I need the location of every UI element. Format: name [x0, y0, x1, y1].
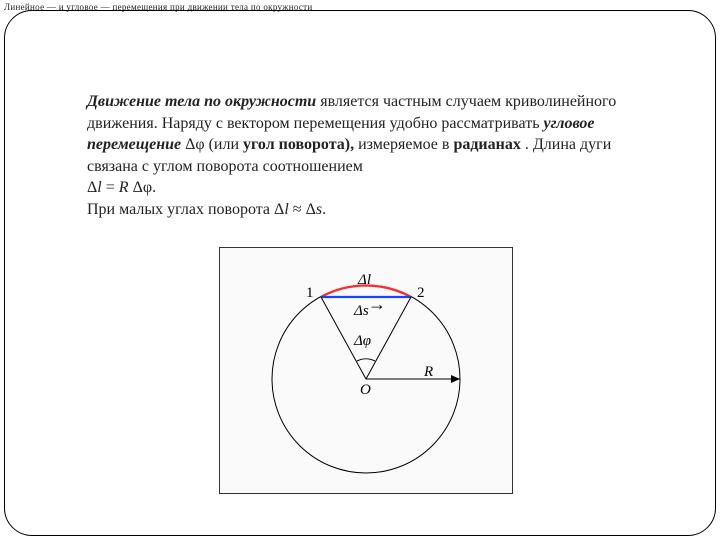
label-dphi: Δφ — [354, 333, 371, 350]
body-text: Движение тела по окружности является час… — [87, 91, 657, 221]
t3: измеряемое в — [358, 136, 453, 153]
t-bold3: угол поворота), — [243, 136, 358, 153]
content-frame: Движение тела по окружности является час… — [4, 10, 716, 536]
t2: Δφ (или — [181, 136, 243, 153]
label-dl: Δl — [358, 272, 371, 289]
circle-figure: 1 2 Δl Δs → Δφ R O — [219, 247, 513, 494]
p2a: При малых углах поворота Δ — [87, 201, 284, 218]
label-2: 2 — [417, 285, 425, 302]
p2c: ≈ Δ — [289, 201, 316, 218]
eq-d1: Δ — [87, 179, 97, 196]
label-ds: Δs — [354, 303, 369, 320]
label-1: 1 — [306, 285, 314, 302]
p2e: . — [322, 201, 326, 218]
label-arrow: → — [368, 294, 386, 315]
t-bold4: радианах — [453, 136, 520, 153]
eq-R: R — [119, 179, 129, 196]
t-bold1: Движение тела по окружности — [87, 93, 316, 110]
label-O: O — [360, 382, 371, 399]
eq-eq: = — [102, 179, 119, 196]
eq-dphi: Δφ. — [129, 179, 157, 196]
label-R: R — [424, 364, 433, 381]
